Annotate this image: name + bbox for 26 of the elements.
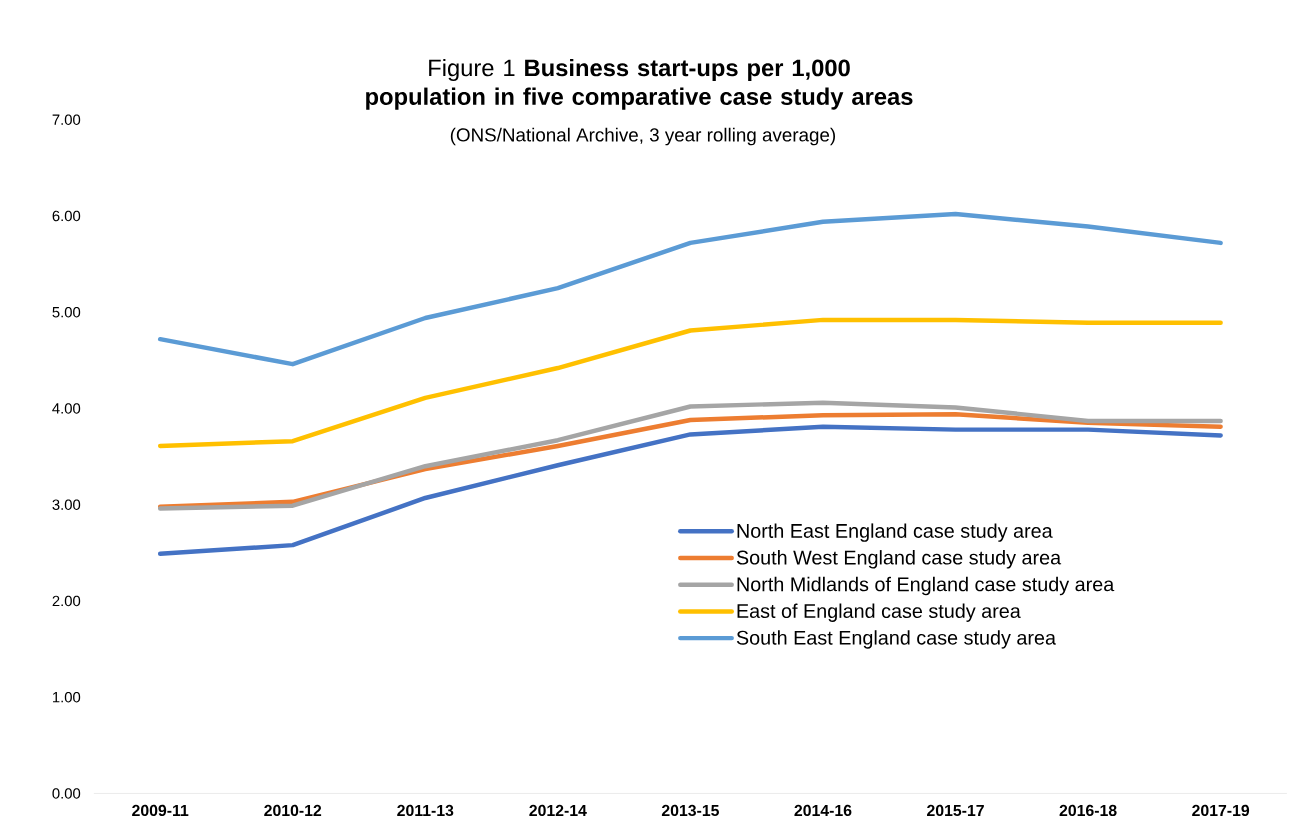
line-series (157, 211, 1223, 367)
legend-label: South West England case study area (736, 550, 1062, 569)
x-tick-label: 2016-18 (1059, 804, 1117, 817)
legend-label: East of England case study area (737, 603, 1021, 622)
chart-title: Figure 1 Business start-ups per 1,000 population in five comparative case study areas (366, 58, 913, 110)
chart-subtitle: (ONS/National Archive, 3 year rolling average) (450, 127, 836, 146)
y-tick-label: 2.00 (52, 595, 81, 607)
x-tick-label: 2017-19 (1192, 804, 1250, 817)
y-tick-label: 3.00 (52, 499, 81, 510)
legend-label: North Midlands of England case study area (737, 576, 1115, 596)
y-tick-label: 6.00 (52, 210, 81, 222)
x-tick-label: 2012-14 (529, 804, 587, 817)
x-tick-label: 2010-12 (264, 804, 322, 817)
legend-label: North East England case study area (737, 523, 1053, 542)
y-tick-label: 5.00 (52, 306, 81, 318)
y-tick-label: 1.00 (53, 691, 81, 703)
y-tick-label: 4.00 (52, 403, 81, 414)
x-tick-label: 2011-13 (397, 804, 454, 817)
x-tick-label: 2013-15 (661, 804, 719, 817)
line-series (157, 317, 1223, 449)
x-tick-label: 2015-17 (927, 804, 984, 817)
y-tick-label: 0.00 (52, 788, 81, 799)
legend-label: South East England case study area (736, 630, 1056, 649)
y-tick-label: 7.00 (52, 114, 81, 125)
x-tick-label: 2009-11 (132, 804, 189, 817)
x-tick-label: 2014-16 (794, 804, 852, 817)
